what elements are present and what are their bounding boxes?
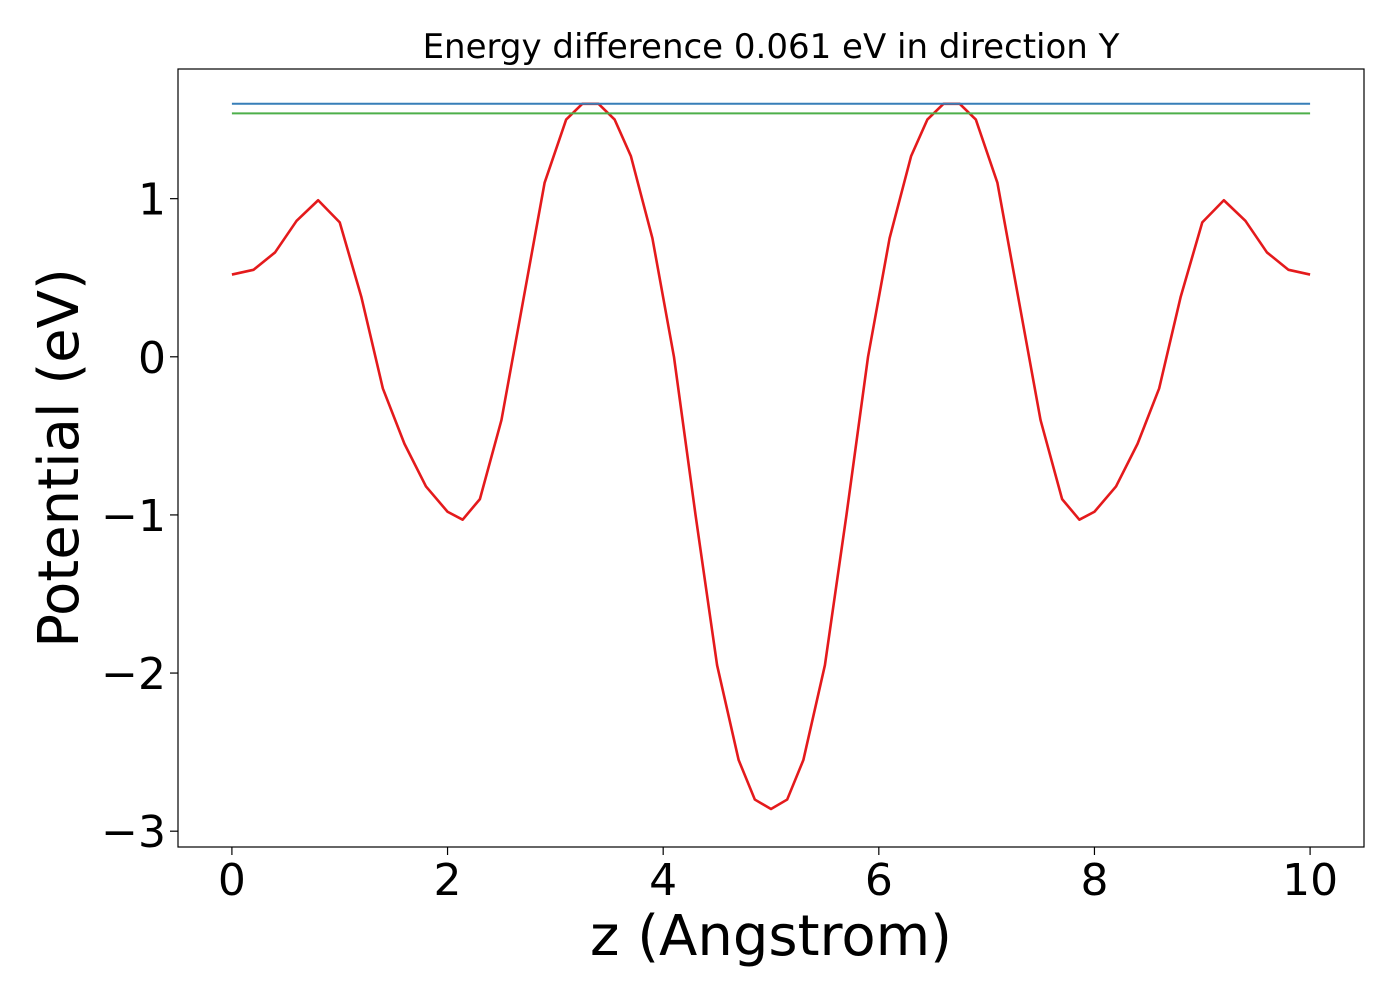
y-tick-label: 1 xyxy=(138,175,166,226)
x-tick-label: 0 xyxy=(218,855,246,906)
x-tick-label: 4 xyxy=(649,855,677,906)
x-tick-label: 10 xyxy=(1282,855,1338,906)
y-axis: −3 −2 −1 0 1 xyxy=(101,175,178,858)
x-axis-title: z (Angstrom) xyxy=(590,904,952,969)
x-axis: 0 2 4 6 8 10 xyxy=(218,847,1338,906)
x-tick-label: 8 xyxy=(1080,855,1108,906)
plot-area xyxy=(231,102,1311,811)
y-tick-label: 0 xyxy=(138,333,166,384)
series-line-0 xyxy=(231,102,1311,811)
plot-frame xyxy=(177,68,1365,848)
y-axis-title: Potential (eV) xyxy=(27,268,92,648)
y-tick-label: −1 xyxy=(101,491,166,542)
chart-title: Energy difference 0.061 eV in direction … xyxy=(423,27,1120,67)
x-tick-label: 2 xyxy=(434,855,462,906)
x-tick-label: 6 xyxy=(865,855,893,906)
y-tick-label: −3 xyxy=(101,807,166,858)
y-tick-label: −2 xyxy=(101,649,166,700)
